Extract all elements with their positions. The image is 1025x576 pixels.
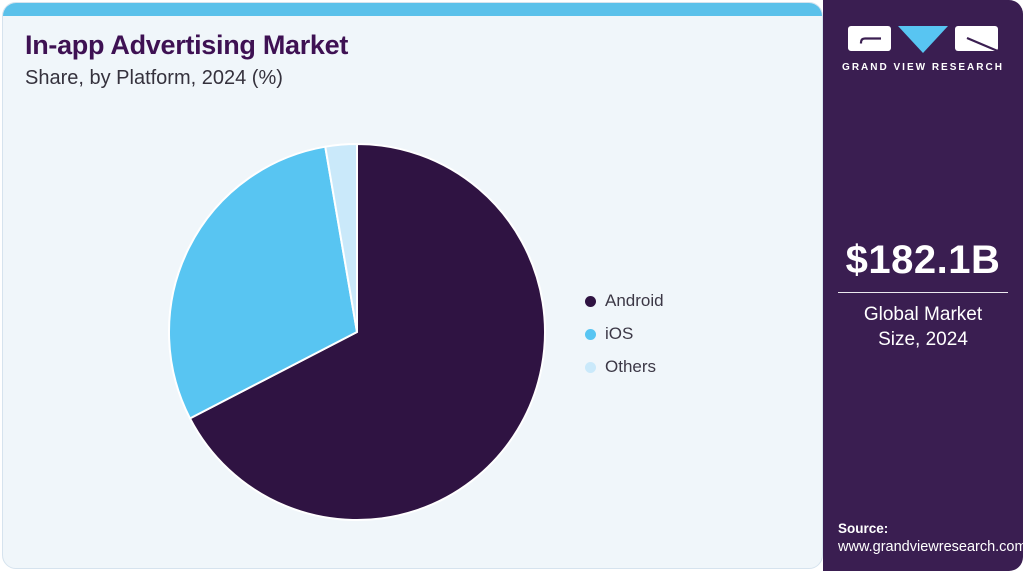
market-size-caption: Global Market Size, 2024 [863,304,983,351]
market-size-value: $182.1B [845,238,1001,282]
v-glyph-icon [898,26,948,53]
chart-card: In-app Advertising Market Share, by Plat… [2,2,823,569]
gvr-logo-glyphs [848,26,1001,54]
pie-slice-android [189,143,546,521]
pie-slice-others [324,143,358,333]
chart-header: In-app Advertising Market Share, by Plat… [25,30,348,90]
legend-marker [585,361,596,373]
legend-label: Android [605,291,664,310]
legend-item-ios: iOS [585,324,664,344]
gvr-logo: GRAND VIEW RESEARCH [823,26,1023,73]
pie-slice-ios [168,145,358,420]
source-label: Source: [838,521,889,536]
brand-name: GRAND VIEW RESEARCH [842,62,1004,73]
legend-marker [585,328,596,340]
market-size-block: $182.1B Global Market Size, 2024 [823,238,1023,352]
page-subtitle: Share, by Platform, 2024 (%) [25,67,283,89]
brand-panel: GRAND VIEW RESEARCH $182.1B Global Marke… [823,0,1025,571]
r-glyph-mark [966,36,1001,54]
source-url: www.grandviewresearch.com [838,539,1025,555]
pie-chart [168,143,546,521]
legend-item-android: Android [585,291,664,311]
source-block: Source: www.grandviewresearch.com [838,521,1025,555]
chart-legend: Android iOS Others [585,291,664,390]
legend-item-others: Others [585,357,664,377]
page-title: In-app Advertising Market [25,30,349,60]
r-glyph-icon [955,26,998,51]
legend-label: Others [605,357,657,376]
divider-line [838,292,1008,293]
legend-label: iOS [605,324,634,343]
g-glyph-mark [859,37,881,44]
legend-marker [585,295,596,307]
accent-strip [3,3,822,16]
